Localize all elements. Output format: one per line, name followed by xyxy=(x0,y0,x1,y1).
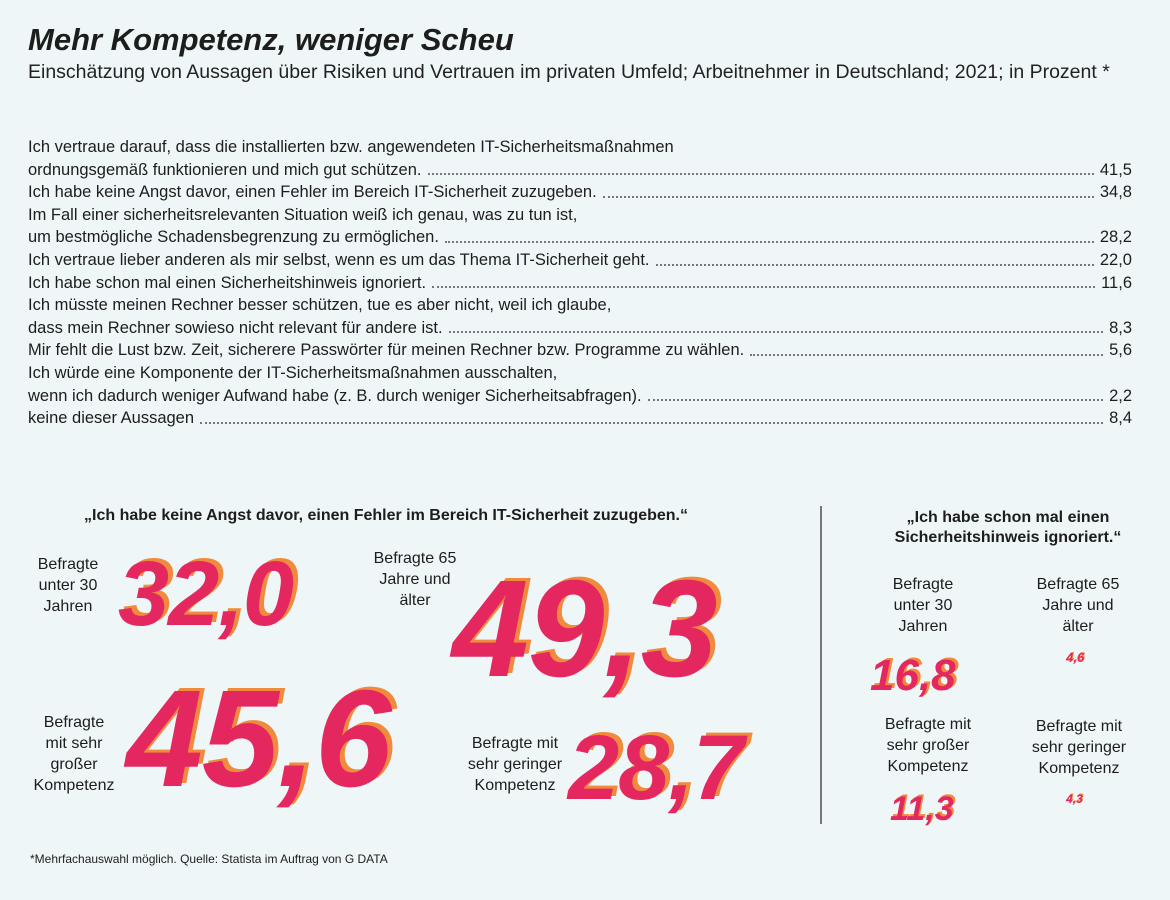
statement-text: ordnungsgemäß funktionieren und mich gut… xyxy=(28,160,422,179)
statement-row: keine dieser Aussagen 8,4 xyxy=(28,407,1132,430)
left-label-low-competence: Befragte mit sehr geringer Kompetenz xyxy=(467,735,563,794)
right-label-high-competence: Befragte mit sehr großer Kompetenz xyxy=(884,716,972,775)
left-label-high-competence: Befragte mit sehr großer Kompetenz xyxy=(33,714,115,794)
statement-value: 8,4 xyxy=(1109,409,1132,428)
right-value-low-competence: 4,3 xyxy=(1066,792,1083,806)
statement-table: Ich vertraue darauf, dass die installier… xyxy=(28,136,1132,430)
statement-text: Ich vertraue darauf, dass die installier… xyxy=(28,138,674,156)
statement-text: Ich müsste meinen Rechner besser schütze… xyxy=(28,296,612,315)
statement-value: 5,6 xyxy=(1109,341,1132,360)
dotted-leader xyxy=(655,263,1094,266)
statement-row: Ich würde eine Komponente der IT-Sicherh… xyxy=(28,362,1132,407)
right-label-low-competence: Befragte mit sehr geringer Kompetenz xyxy=(1031,718,1127,777)
statement-text: Ich würde eine Komponente der IT-Sicherh… xyxy=(28,363,558,382)
statement-row: Ich vertraue darauf, dass die installier… xyxy=(28,136,1132,181)
left-value-low-competence: 28,7 xyxy=(568,717,744,819)
statement-value: 34,8 xyxy=(1099,183,1132,202)
dotted-leader xyxy=(200,421,1104,424)
statement-row: Im Fall einer sicherheitsrelevanten Situ… xyxy=(28,204,1132,249)
dotted-leader xyxy=(448,331,1104,334)
statement-text: wenn ich dadurch weniger Aufwand habe (z… xyxy=(28,386,642,405)
statement-row: Ich habe schon mal einen Sicherheitshinw… xyxy=(28,272,1132,295)
statement-text: keine dieser Aussagen xyxy=(28,409,195,428)
right-label-under30: Befragte unter 30 Jahren xyxy=(892,576,954,635)
dotted-leader xyxy=(432,286,1096,289)
statement-row: Ich habe keine Angst davor, einen Fehler… xyxy=(28,181,1132,204)
statement-line-with-value: dass mein Rechner sowieso nicht relevant… xyxy=(28,317,1132,340)
chart-title: Mehr Kompetenz, weniger Scheu xyxy=(28,22,514,57)
statement-line-with-value: Ich habe keine Angst davor, einen Fehler… xyxy=(28,181,1132,204)
dotted-leader xyxy=(427,173,1094,176)
right-label-65plus: Befragte 65 Jahre und älter xyxy=(1036,576,1120,635)
statement-text: um bestmögliche Schadensbegrenzung zu er… xyxy=(28,228,439,247)
statement-text: Ich habe schon mal einen Sicherheitshinw… xyxy=(28,273,427,292)
statement-value: 11,6 xyxy=(1101,273,1132,292)
statement-text: Ich vertraue lieber anderen als mir selb… xyxy=(28,250,650,269)
statement-line-with-value: um bestmögliche Schadensbegrenzung zu er… xyxy=(28,226,1132,249)
footnote: *Mehrfachauswahl möglich. Quelle: Statis… xyxy=(30,852,388,866)
left-panel-quote: „Ich habe keine Angst davor, einen Fehle… xyxy=(84,507,688,524)
statement-line-with-value: keine dieser Aussagen 8,4 xyxy=(28,407,1132,430)
dotted-leader xyxy=(444,240,1094,243)
statement-value: 22,0 xyxy=(1099,250,1132,269)
statement-line-with-value: ordnungsgemäß funktionieren und mich gut… xyxy=(28,159,1132,182)
left-value-65plus: 49,3 xyxy=(452,552,718,706)
right-value-high-competence: 11,3 xyxy=(890,790,954,828)
left-label-65plus: Befragte 65 Jahre und älter xyxy=(373,550,457,609)
statement-text: Ich habe keine Angst davor, einen Fehler… xyxy=(28,183,597,202)
statement-value: 2,2 xyxy=(1109,386,1132,405)
dotted-leader xyxy=(750,353,1104,356)
statement-row: Ich vertraue lieber anderen als mir selb… xyxy=(28,249,1132,272)
statement-text: Im Fall einer sicherheitsrelevanten Situ… xyxy=(28,205,578,224)
dotted-leader xyxy=(602,195,1094,198)
statement-line-with-value: Ich habe schon mal einen Sicherheitshinw… xyxy=(28,272,1132,295)
left-value-under30: 32,0 xyxy=(118,543,294,645)
left-label-under30: Befragte unter 30 Jahren xyxy=(37,556,99,615)
left-value-high-competence: 45,6 xyxy=(126,662,392,816)
statement-text: dass mein Rechner sowieso nicht relevant… xyxy=(28,318,443,337)
statement-row: Ich müsste meinen Rechner besser schütze… xyxy=(28,294,1132,339)
statement-value: 41,5 xyxy=(1099,160,1132,179)
statement-line-with-value: wenn ich dadurch weniger Aufwand habe (z… xyxy=(28,385,1132,408)
chart-subtitle: Einschätzung von Aussagen über Risiken u… xyxy=(28,61,1110,83)
right-value-65plus: 4,6 xyxy=(1066,650,1085,665)
right-panel-quote: „Ich habe schon mal einen Sicherheitshinw… xyxy=(894,509,1122,546)
statement-value: 28,2 xyxy=(1099,228,1132,247)
right-value-under30: 16,8 xyxy=(870,651,956,700)
statement-text: Mir fehlt die Lust bzw. Zeit, sicherere … xyxy=(28,341,745,360)
statement-row: Mir fehlt die Lust bzw. Zeit, sicherere … xyxy=(28,339,1132,362)
statement-value: 8,3 xyxy=(1109,318,1132,337)
panel-divider xyxy=(820,506,822,824)
dotted-leader xyxy=(647,399,1104,402)
statement-line-with-value: Mir fehlt die Lust bzw. Zeit, sicherere … xyxy=(28,339,1132,362)
statement-line-with-value: Ich vertraue lieber anderen als mir selb… xyxy=(28,249,1132,272)
